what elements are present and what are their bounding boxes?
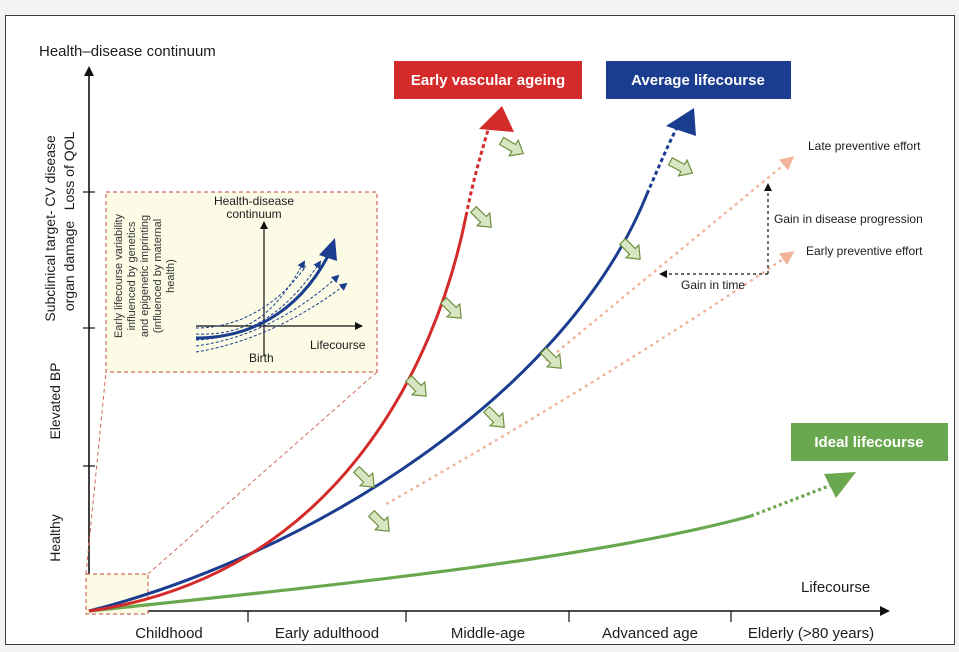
inset-side-text: Early lifecourse variability influenced … [113, 213, 177, 338]
svg-text:Early vascular ageing: Early vascular ageing [411, 72, 565, 89]
late-effort-line [545, 156, 795, 362]
inset-panel: Early lifecourse variability influenced … [105, 191, 378, 373]
ideal-lifecourse-badge: Ideal lifecourse [791, 423, 948, 461]
y-level-loss-qol: Loss of QOL [61, 131, 77, 210]
average-arrowhead [666, 108, 696, 136]
early-curve [88, 215, 468, 613]
stage-early-adulthood: Early adulthood [275, 625, 379, 642]
figure-frame: Health–disease continuum CV disease Loss… [5, 15, 955, 645]
early-curve-dotted [464, 129, 490, 217]
intervention-arrow [349, 462, 382, 495]
inset-y-title-2: continuum [226, 207, 281, 221]
svg-text:Average lifecourse: Average lifecourse [631, 72, 765, 89]
svg-text:Early lifecourse variability: Early lifecourse variability [113, 213, 125, 338]
zoom-lines [85, 371, 378, 575]
stage-childhood: Childhood [135, 625, 203, 642]
svg-text:influenced by genetics: influenced by genetics [126, 221, 138, 330]
svg-text:and epigenetic imprinting: and epigenetic imprinting [139, 215, 151, 337]
inset-x-title: Lifecourse [310, 338, 366, 352]
early-effort-line [385, 251, 795, 506]
inset-main-curve [195, 255, 330, 340]
intervention-arrow [401, 371, 434, 404]
y-level-subclinical: Subclinical target- [42, 210, 58, 322]
early-vascular-ageing-badge: Early vascular ageing [394, 61, 582, 99]
inset-birth-label: Birth [249, 351, 274, 365]
ideal-curve-dotted [750, 482, 835, 518]
intervention-arrow [436, 293, 469, 326]
intervention-arrows [349, 132, 698, 539]
y-level-organ-damage: organ damage [61, 221, 77, 312]
x-stage-labels: Childhood Early adulthood Middle-age Adv… [135, 625, 874, 642]
y-axis-ticks [83, 191, 95, 467]
intervention-arrow [496, 132, 529, 162]
x-axis-title: Lifecourse [801, 579, 870, 596]
intervention-arrow [364, 506, 397, 539]
early-preventive-effort-label: Early preventive effort [806, 244, 923, 258]
intervention-arrow [665, 152, 698, 182]
stage-elderly: Elderly (>80 years) [748, 625, 874, 642]
ideal-arrowhead [824, 472, 856, 498]
late-preventive-effort-label: Late preventive effort [808, 139, 921, 153]
intervention-arrow [466, 202, 499, 235]
intervention-arrow [536, 343, 569, 376]
early-arrowhead [479, 106, 514, 132]
ideal-curve [88, 514, 752, 613]
average-curve [88, 193, 649, 613]
svg-text:(influenced by maternal: (influenced by maternal [152, 219, 164, 333]
inset-y-title-1: Health-disease [214, 194, 294, 208]
x-axis-ticks [247, 611, 732, 622]
y-level-labels: CV disease Loss of QOL Subclinical targe… [42, 131, 77, 561]
y-level-cv-disease: CV disease [42, 135, 58, 207]
stage-advanced-age: Advanced age [602, 625, 698, 642]
gain-in-time-label: Gain in time [681, 278, 745, 292]
lifecourse-diagram: Health–disease continuum CV disease Loss… [39, 43, 948, 642]
y-level-healthy: Healthy [47, 514, 63, 561]
svg-text:health): health) [165, 259, 177, 293]
stage-middle-age: Middle-age [451, 625, 525, 642]
inset-main-arrowhead [319, 238, 337, 261]
average-curve-dotted [645, 121, 682, 195]
y-axis-title: Health–disease continuum [39, 43, 216, 60]
svg-text:Ideal lifecourse: Ideal lifecourse [814, 434, 923, 451]
y-level-elevated-bp: Elevated BP [47, 362, 63, 439]
average-lifecourse-badge: Average lifecourse [606, 61, 791, 99]
gain-disease-progression-label: Gain in disease progression [774, 212, 923, 226]
